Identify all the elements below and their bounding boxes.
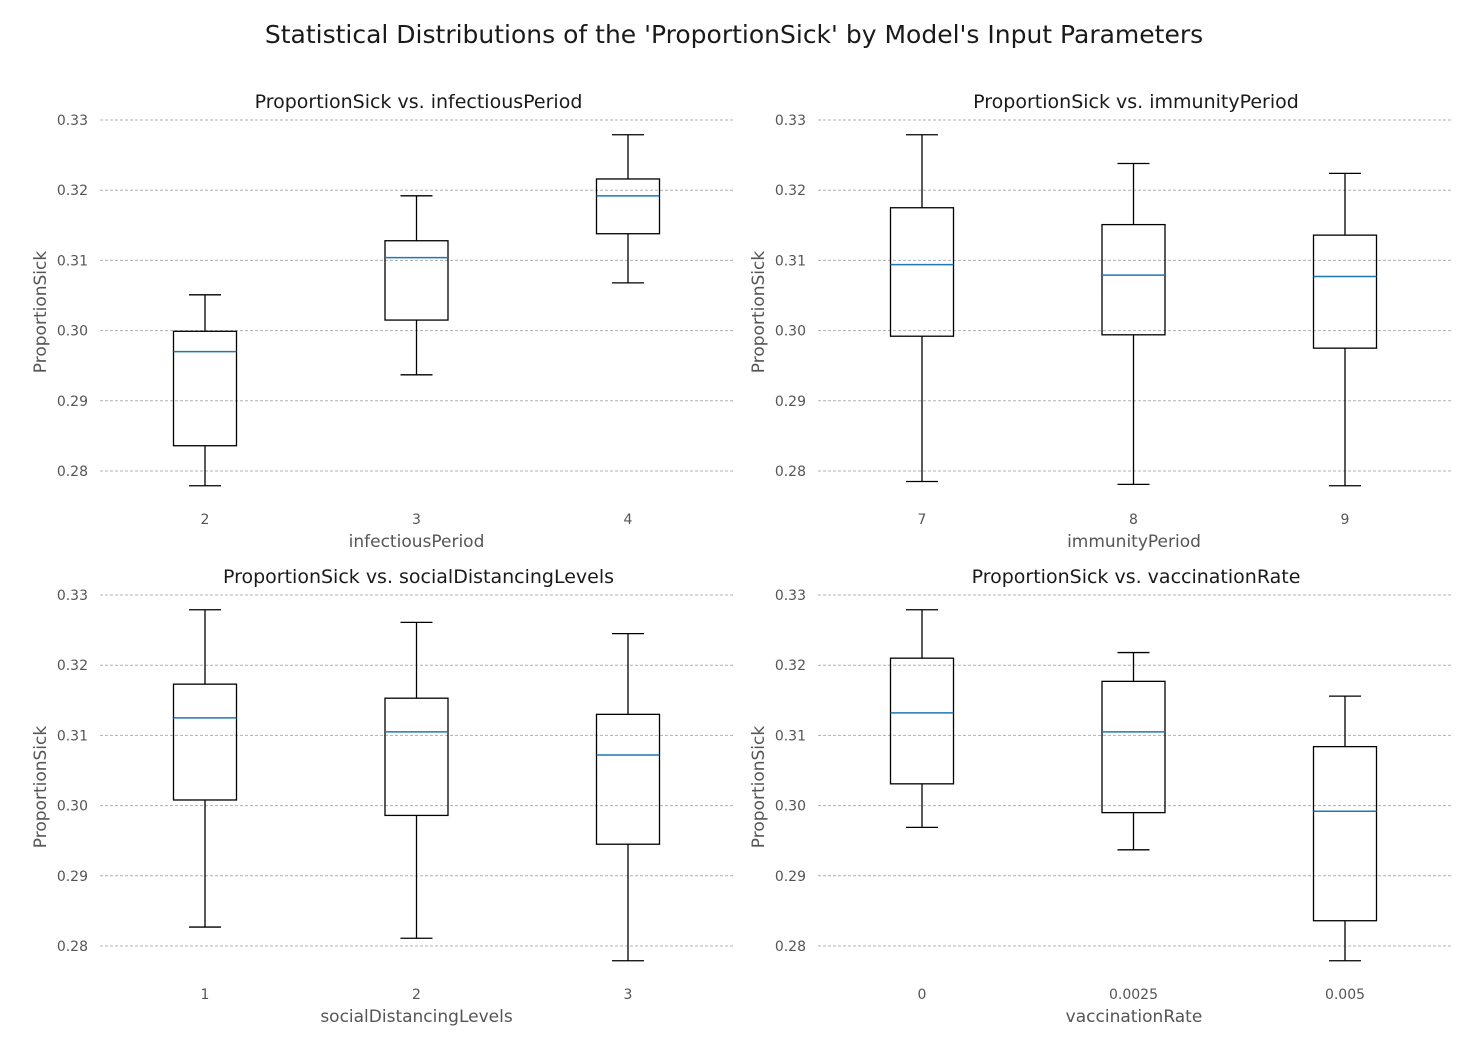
y-tick-label: 0.31 — [57, 253, 88, 269]
x-tick-label: 3 — [412, 512, 421, 528]
y-tick-label: 0.33 — [775, 113, 806, 129]
panel-title: ProportionSick vs. socialDistancingLevel… — [223, 566, 614, 588]
y-axis-label: ProportionSick — [31, 726, 51, 849]
y-axis-label: ProportionSick — [31, 251, 51, 374]
box — [595, 178, 661, 235]
y-tick-label: 0.33 — [775, 588, 806, 604]
y-tick-label: 0.31 — [775, 728, 806, 744]
panel-title: ProportionSick vs. vaccinationRate — [972, 566, 1301, 588]
y-tick-label: 0.29 — [775, 394, 806, 410]
y-tick-label: 0.33 — [57, 588, 88, 604]
y-tick-label: 0.32 — [57, 658, 88, 674]
box — [595, 713, 661, 845]
y-tick-label: 0.28 — [775, 464, 806, 480]
y-tick-label: 0.33 — [57, 113, 88, 129]
y-tick-label: 0.29 — [775, 869, 806, 885]
x-axis-label: immunityPeriod — [1067, 532, 1201, 552]
y-tick-label: 0.32 — [57, 183, 88, 199]
x-tick-label: 0 — [918, 987, 927, 1003]
x-tick-label: 2 — [201, 512, 210, 528]
y-tick-label: 0.30 — [57, 799, 88, 815]
y-axis-label: ProportionSick — [749, 726, 769, 849]
x-axis-label: vaccinationRate — [1066, 1007, 1203, 1027]
y-tick-label: 0.28 — [57, 464, 88, 480]
x-tick-label: 9 — [1341, 512, 1350, 528]
y-axis-label: ProportionSick — [749, 251, 769, 374]
box — [1101, 223, 1166, 336]
box — [1312, 234, 1378, 349]
y-tick-label: 0.28 — [775, 939, 806, 955]
y-tick-label: 0.32 — [775, 658, 806, 674]
box — [172, 330, 238, 447]
box — [889, 657, 955, 785]
box — [384, 697, 449, 817]
x-axis-label: socialDistancingLevels — [320, 1007, 513, 1027]
x-tick-label: 7 — [918, 512, 927, 528]
x-tick-label: 0.005 — [1325, 987, 1365, 1003]
x-tick-label: 8 — [1129, 512, 1138, 528]
y-tick-label: 0.30 — [775, 799, 806, 815]
box — [1312, 745, 1378, 922]
x-tick-label: 4 — [624, 512, 633, 528]
box — [384, 240, 449, 321]
y-tick-label: 0.32 — [775, 183, 806, 199]
box — [889, 207, 955, 337]
x-axis-label: infectiousPeriod — [349, 532, 485, 552]
x-tick-label: 2 — [412, 987, 421, 1003]
x-tick-label: 1 — [201, 987, 210, 1003]
figure-title: Statistical Distributions of the 'Propor… — [264, 20, 1204, 49]
y-tick-label: 0.31 — [57, 728, 88, 744]
y-tick-label: 0.28 — [57, 939, 88, 955]
y-tick-label: 0.31 — [775, 253, 806, 269]
panel-title: ProportionSick vs. infectiousPeriod — [255, 91, 583, 113]
panel-title: ProportionSick vs. immunityPeriod — [973, 91, 1299, 113]
y-tick-label: 0.29 — [57, 869, 88, 885]
y-tick-label: 0.30 — [57, 324, 88, 340]
y-tick-label: 0.29 — [57, 394, 88, 410]
box — [1101, 680, 1166, 814]
x-tick-label: 0.0025 — [1109, 987, 1158, 1003]
x-tick-label: 3 — [624, 987, 633, 1003]
box — [172, 683, 238, 801]
y-tick-label: 0.30 — [775, 324, 806, 340]
